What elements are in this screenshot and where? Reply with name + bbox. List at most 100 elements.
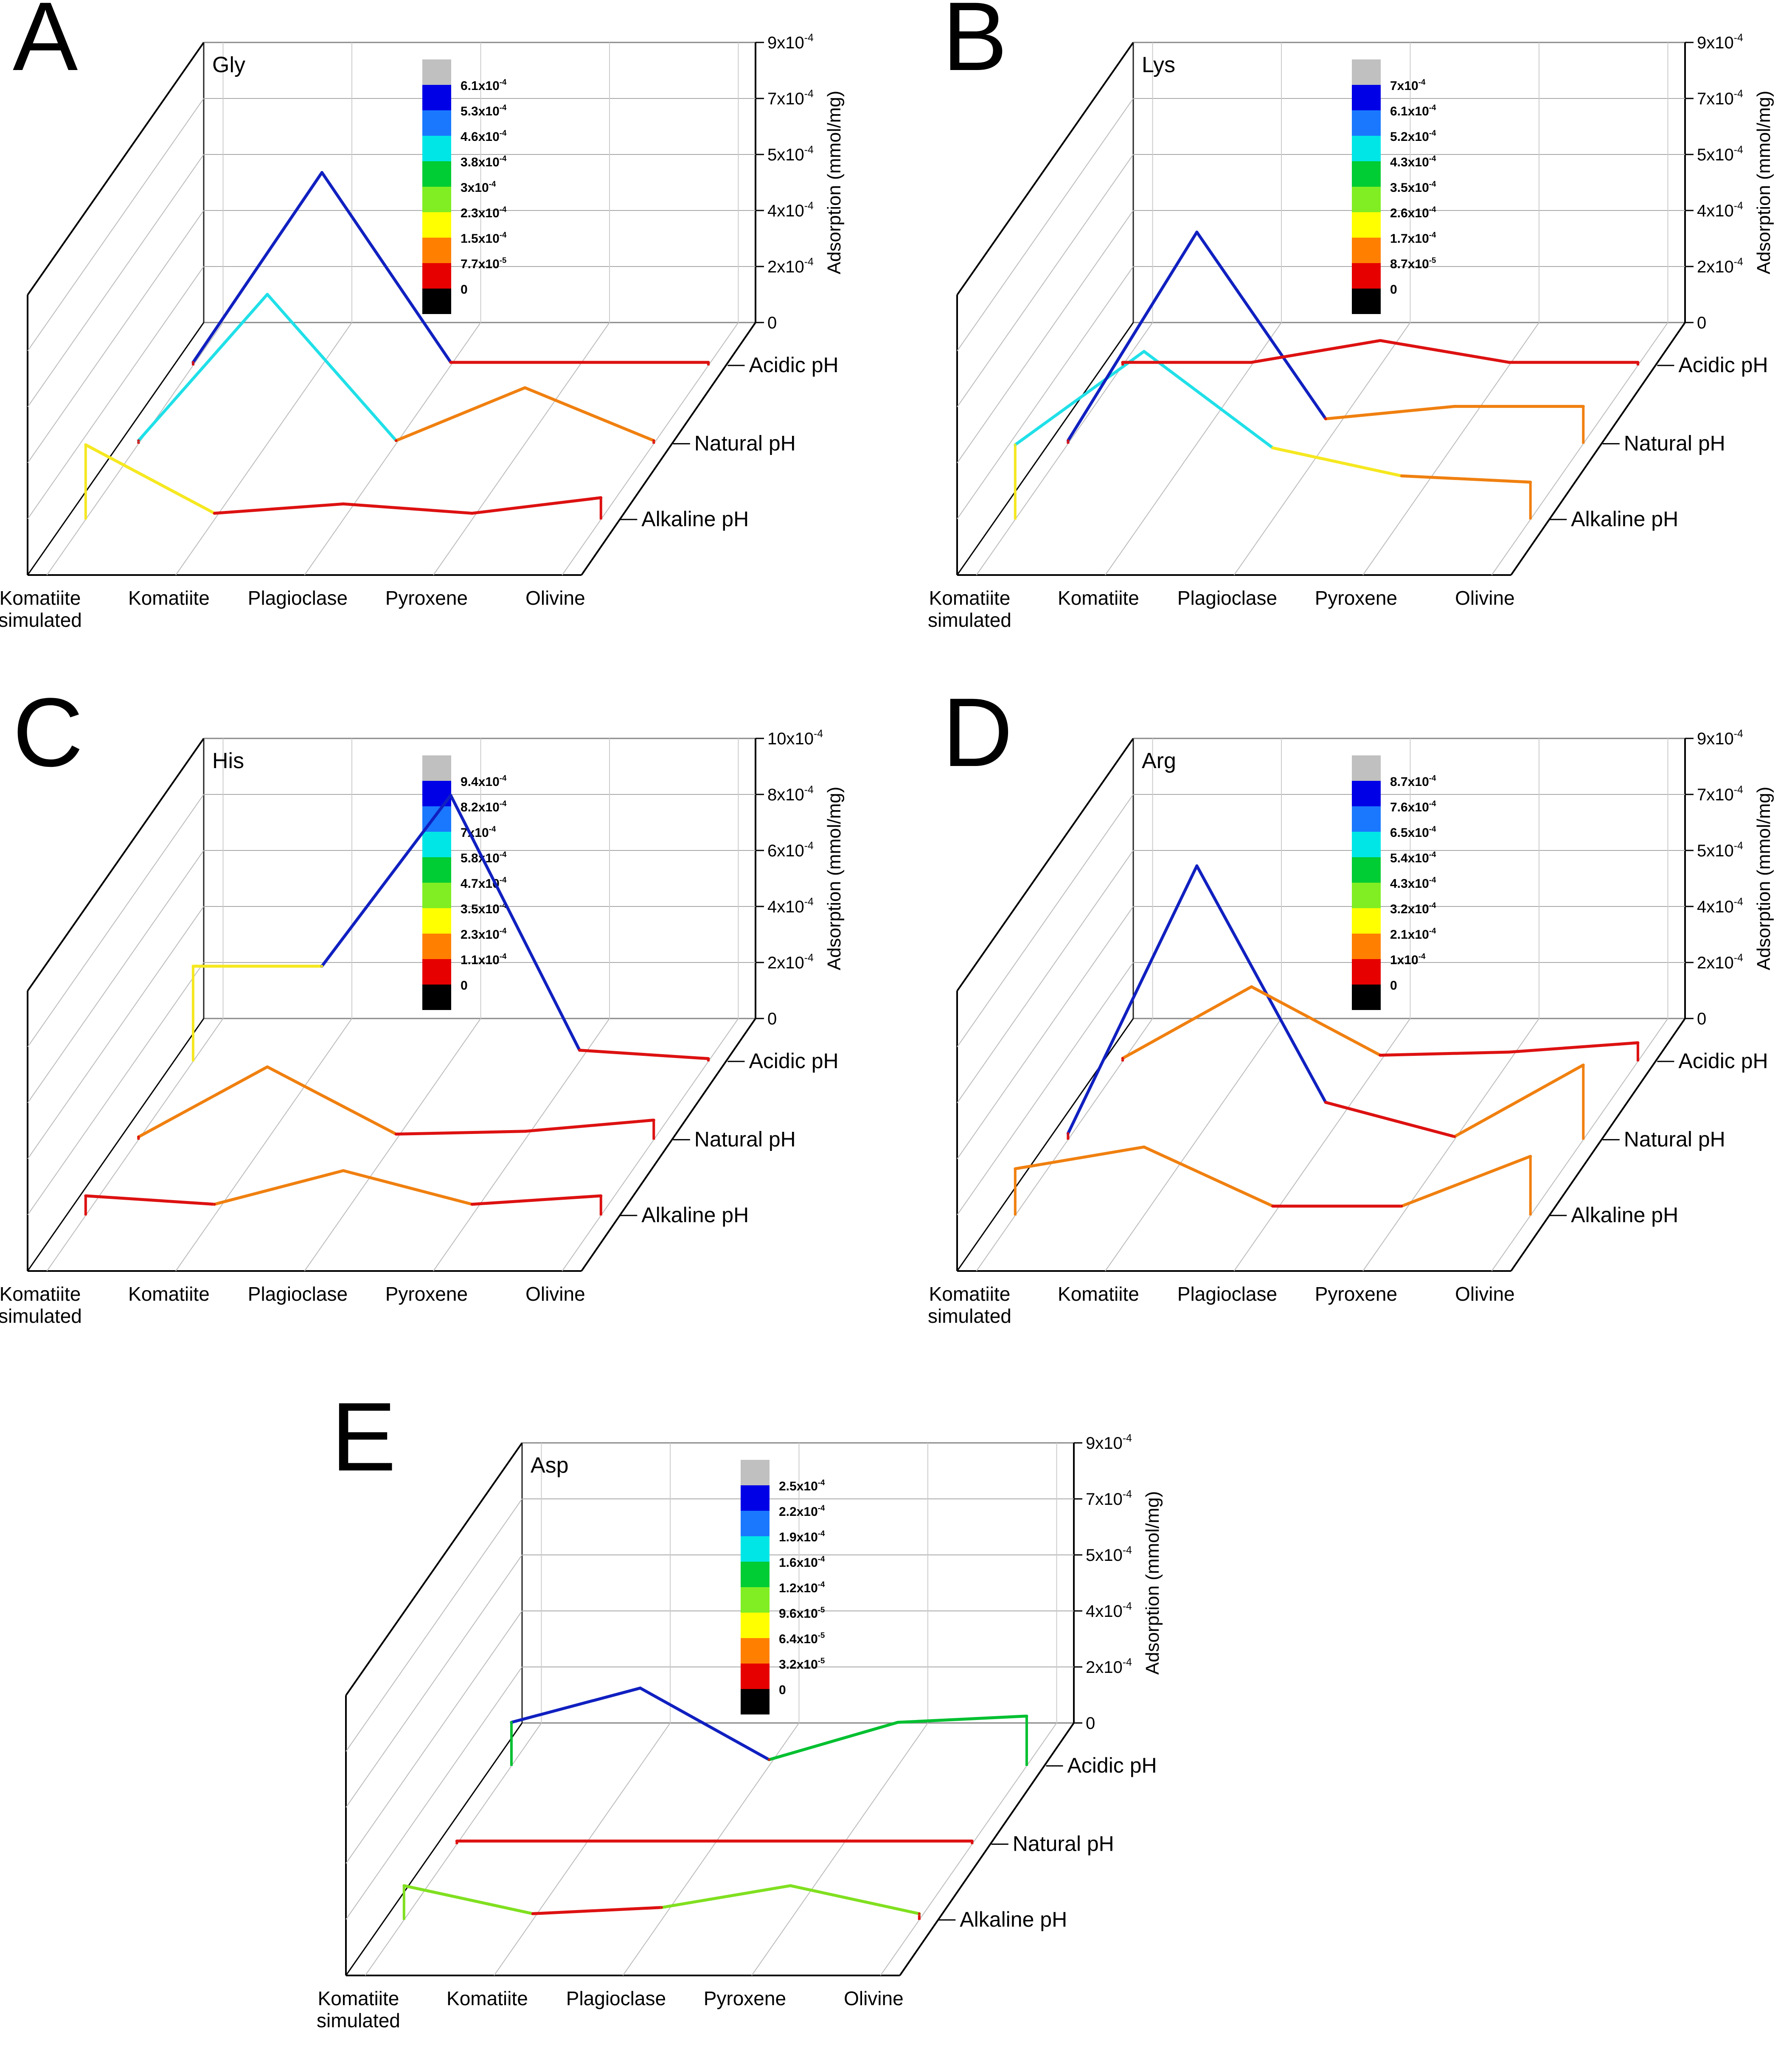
z-tick-label: 4x10-4 [1697,896,1743,916]
data-point [652,439,655,442]
legend-label: 2.6x10-4 [1390,205,1436,220]
depth-label-natural-ph: Natural pH [1624,432,1725,455]
data-point [713,1840,716,1843]
data-point [191,361,194,364]
legend-swatch [1352,883,1381,908]
legend-swatch [741,1664,770,1689]
legend-swatch [1352,59,1381,85]
legend-swatch [1352,755,1381,781]
series-segment [1379,1050,1511,1057]
legend-label: 0 [461,979,468,993]
data-point [1400,1205,1403,1208]
data-point [1014,1167,1017,1170]
data-point [1508,1051,1511,1054]
series-segment [1250,339,1382,364]
z-tick-label: 7x10-4 [1697,784,1743,804]
data-point [639,1686,642,1689]
depth-label-acidic-ph: Acidic pH [749,1049,838,1073]
floor-gridline [304,1018,481,1271]
legend-swatch [422,238,451,263]
floor-gridline [976,322,1153,575]
category-label: Komatiite [1058,587,1139,609]
series-natural-ph [1066,864,1585,1140]
series-segment [1014,350,1146,446]
data-point [578,361,581,364]
category-label: Pyroxene [385,1283,468,1305]
legend-swatch [422,985,451,1010]
y-axis-line [1510,322,1686,576]
z-tick-label: 0 [1697,314,1706,332]
left-wall-gridline [27,850,204,1103]
left-wall-top-edge [956,42,1134,296]
floor-gridline [1362,1018,1539,1271]
data-point [1582,1063,1585,1066]
data-point [84,443,87,446]
data-point [1143,1145,1146,1148]
data-point [1121,1057,1124,1060]
plot-grid [956,738,1694,1272]
legend-label: 1.1x10-4 [461,951,507,967]
depth-label-natural-ph: Natural pH [1624,1128,1725,1151]
floor-gridline [304,322,481,575]
legend-label: 5.4x10-4 [1390,850,1436,865]
data-point [191,965,194,968]
panel-title: His [212,749,244,773]
legend-label: 0 [1390,979,1397,993]
category-label: Komatiite [929,1283,1011,1305]
legend-label: 5.2x10-4 [1390,128,1436,144]
data-point [660,1906,663,1909]
data-point [1067,1132,1070,1135]
legend-swatch [422,85,451,110]
data-point [1324,417,1327,420]
left-wall-gridline [957,794,1134,1047]
depth-label-alkaline-ph: Alkaline pH [641,507,749,531]
data-point [1453,405,1456,408]
series-natural-ph [137,293,655,444]
series-segment [1400,1155,1532,1208]
left-wall-top-edge [27,738,205,992]
legend-label: 6.4x10-5 [779,1630,825,1646]
series-segment [1324,1101,1456,1138]
legend: 9.4x10-48.2x10-47x10-45.8x10-44.7x10-43.… [422,755,507,1010]
legend-swatch [422,110,451,136]
data-point [1067,439,1070,442]
z-axis-title: Adsorption (mmol/mg) [1753,91,1774,275]
legend-label: 6.1x10-4 [461,77,507,93]
left-wall-gridline [957,98,1134,351]
series-segment [767,1720,899,1761]
left-wall-gridline [345,1498,522,1752]
series-segment [213,502,345,515]
data-point [1195,864,1198,867]
series-alkaline-ph [1014,1145,1532,1216]
legend-swatch [1352,806,1381,832]
data-point [137,1136,140,1138]
category-label: Olivine [525,587,585,609]
depth-label-alkaline-ph: Alkaline pH [641,1203,749,1227]
series-segment [1066,864,1199,1135]
floor-left-edge [27,1018,205,1271]
legend-label: 1.7x10-4 [1390,230,1436,246]
series-segment [1121,985,1253,1060]
data-point [789,1884,792,1887]
data-point [531,1912,534,1915]
data-point [395,439,398,442]
left-wall-gridline [957,210,1134,463]
floor-gridline [175,1018,352,1271]
legend-swatch [741,1511,770,1536]
data-point [1508,361,1511,364]
data-point [523,386,526,389]
chart-panel-E: 0 2x10-4 4x10-4 5x10-4 7x10-4 9x10-4 Adsorptio… [317,1382,1163,2031]
left-wall-gridline [27,266,204,519]
legend-label: 6.5x10-4 [1390,824,1436,840]
series-acidic-ph [1121,339,1640,366]
z-tick-label: 4x10-4 [767,200,814,220]
left-wall-gridline [957,154,1134,407]
legend-label: 8.2x10-4 [461,799,507,814]
z-tick-label: 8x10-4 [767,784,814,804]
series-alkaline-ph [402,1884,921,1920]
depth-label-acidic-ph: Acidic pH [1678,353,1768,377]
legend-swatch [741,1460,770,1485]
category-label: Komatiite [447,1987,528,2009]
panel-title: Lys [1142,53,1175,77]
